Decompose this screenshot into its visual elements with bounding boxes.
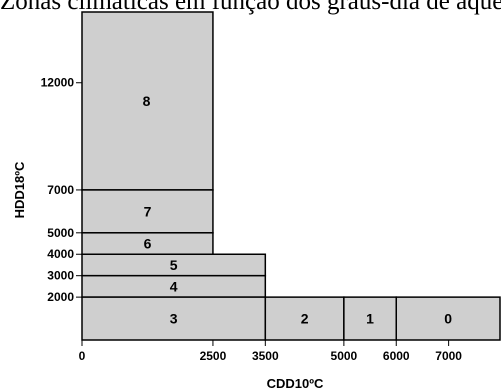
y-tick-label-5000: 5000 (47, 226, 74, 240)
zone-8-label: 8 (143, 93, 151, 109)
zone-8-area (81, 11, 214, 191)
y-tick-label-12000: 12000 (41, 76, 75, 90)
zone-1-area (343, 296, 397, 341)
zone-4-label: 4 (170, 278, 178, 294)
x-tick-label-3500: 3500 (252, 349, 279, 363)
x-tick-label-6000: 6000 (383, 349, 410, 363)
x-tick-label-7000: 7000 (435, 349, 462, 363)
zones-layer: 8 7 6 5 4 3 2 1 0 (81, 11, 501, 341)
x-tick-label-2500: 2500 (200, 349, 227, 363)
x-tick-label-0: 0 (79, 349, 86, 363)
zone-5-label: 5 (170, 257, 178, 273)
zone-3-label: 3 (170, 311, 178, 327)
zone-0-label: 0 (444, 311, 452, 327)
zone-1-label: 1 (366, 311, 374, 327)
y-tick-label-7000: 7000 (47, 183, 74, 197)
y-axis-title: HDD18ºC (12, 161, 27, 218)
y-tick-label-4000: 4000 (47, 247, 74, 261)
y-tick-label-3000: 3000 (47, 269, 74, 283)
x-axis-title: CDD10ºC (267, 376, 324, 391)
zone-2-area (264, 296, 345, 341)
y-tick-label-2000: 2000 (47, 290, 74, 304)
zone-6-label: 6 (144, 236, 152, 252)
x-tick-label-5000: 5000 (331, 349, 358, 363)
zone-2-label: 2 (301, 311, 309, 327)
zone-7-label: 7 (144, 203, 152, 219)
